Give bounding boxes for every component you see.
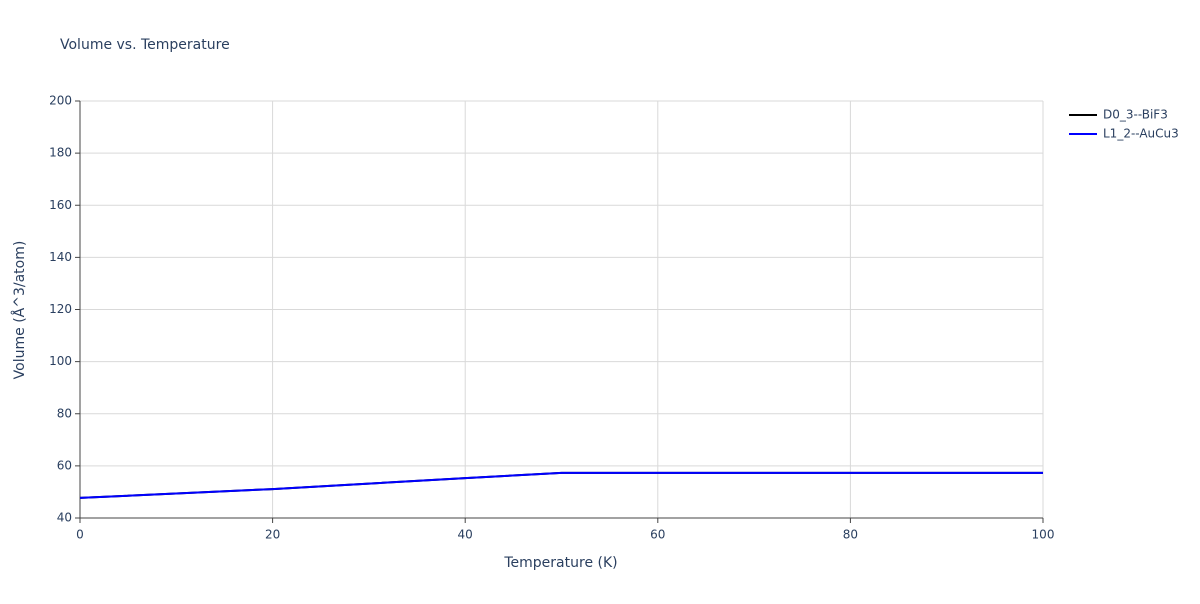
y-tick-label: 140 bbox=[49, 250, 72, 264]
chart-title: Volume vs. Temperature bbox=[60, 37, 230, 53]
data-line bbox=[79, 471, 1043, 499]
y-tick-label: 40 bbox=[57, 511, 72, 525]
y-tick-label: 160 bbox=[49, 198, 72, 212]
y-tick-label: 100 bbox=[49, 354, 72, 368]
x-tick-label: 0 bbox=[76, 528, 84, 542]
y-tick-label: 120 bbox=[49, 302, 72, 316]
x-tick-label: 100 bbox=[1032, 528, 1055, 542]
data-line bbox=[79, 471, 1043, 499]
y-tick-label: 60 bbox=[57, 458, 72, 472]
y-tick-label: 180 bbox=[49, 146, 72, 160]
y-tick-label: 200 bbox=[49, 94, 72, 108]
x-tick-label: 40 bbox=[458, 528, 473, 542]
y-axis-label: Volume (Å^3/atom) bbox=[11, 241, 28, 380]
x-tick-label: 20 bbox=[265, 528, 280, 542]
x-tick-label: 60 bbox=[650, 528, 665, 542]
legend-label: L1_2--AuCu3 bbox=[1103, 127, 1179, 141]
y-tick-label: 80 bbox=[57, 406, 72, 420]
x-tick-label: 80 bbox=[843, 528, 858, 542]
x-axis-label: Temperature (K) bbox=[503, 555, 617, 571]
legend-label: D0_3--BiF3 bbox=[1103, 108, 1168, 122]
